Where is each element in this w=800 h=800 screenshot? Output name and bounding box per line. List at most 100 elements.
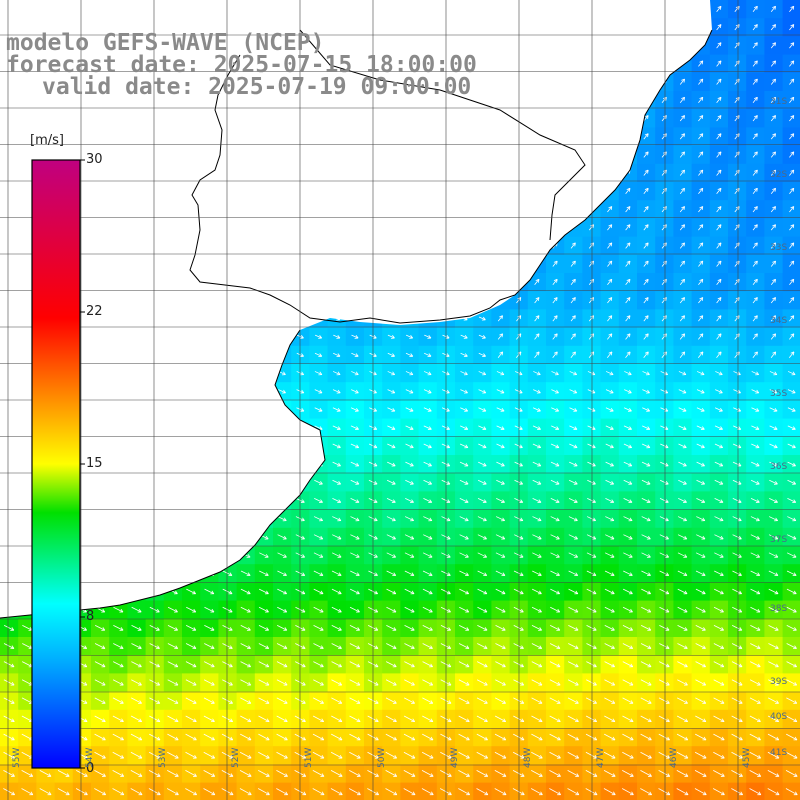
wind-cell: [600, 273, 620, 292]
wind-cell: [564, 254, 583, 274]
wind-cell: [0, 782, 19, 800]
wind-cell: [618, 782, 638, 800]
wind-cell: [782, 455, 800, 474]
wind-cell: [764, 273, 784, 292]
wind-cell: [637, 327, 656, 347]
wind-cell: [691, 182, 711, 201]
wind-cell: [182, 782, 201, 800]
wind-cell: [637, 200, 656, 219]
wind-cell: [764, 72, 784, 92]
wind-cell: [764, 91, 784, 110]
wind-cell: [691, 127, 711, 147]
wind-cell: [746, 36, 765, 56]
wind-cell: [618, 182, 638, 201]
wind-cell: [655, 218, 674, 238]
wind-cell: [618, 291, 638, 310]
wind-cell: [673, 109, 693, 128]
wind-cell: [655, 163, 674, 183]
wind-cell: [491, 309, 511, 329]
lat-label: 35S: [770, 389, 788, 399]
wind-cell: [746, 309, 765, 329]
wind-cell: [637, 291, 656, 310]
lat-label: 36S: [770, 462, 788, 472]
lon-label: 46W: [669, 747, 679, 768]
wind-cell: [764, 109, 784, 128]
wind-cell: [127, 782, 147, 800]
wind-cell: [728, 163, 747, 183]
wind-cell: [709, 91, 729, 110]
lat-label: 39S: [770, 677, 788, 687]
wind-cell: [728, 309, 747, 329]
wind-cell: [637, 218, 656, 238]
lon-label: 51W: [304, 747, 314, 768]
wind-cell: [527, 782, 547, 800]
lat-label: 34S: [770, 316, 788, 326]
wind-cell: [709, 345, 729, 365]
wind-cell: [291, 782, 310, 800]
wind-cell: [782, 618, 800, 638]
wind-cell: [673, 127, 693, 147]
wind-cell: [637, 309, 656, 329]
wind-cell: [782, 728, 800, 747]
wind-cell: [782, 436, 800, 456]
wind-cell: [618, 200, 638, 219]
wind-cell: [546, 345, 565, 365]
wind-cell: [564, 236, 583, 256]
wind-cell: [728, 254, 747, 274]
wind-cell: [527, 327, 547, 347]
wind-cell: [527, 309, 547, 329]
wind-cell: [655, 345, 674, 365]
lon-label: 47W: [596, 747, 606, 768]
wind-cell: [655, 291, 674, 310]
wind-cell: [746, 72, 765, 92]
wind-cell: [109, 782, 128, 800]
lat-label: 31S: [770, 97, 788, 107]
wind-cell: [764, 782, 784, 800]
wind-cell: [546, 254, 565, 274]
wind-cell: [728, 127, 747, 147]
wind-cell: [637, 273, 656, 292]
wind-cell: [709, 236, 729, 256]
wind-cell: [746, 163, 765, 183]
wind-cell: [709, 291, 729, 310]
wind-cell: [637, 345, 656, 365]
wind-cell: [746, 273, 765, 292]
wind-cell: [764, 127, 784, 147]
wind-cell: [637, 254, 656, 274]
wind-cell: [746, 200, 765, 219]
wind-cell: [418, 782, 438, 800]
wind-cell: [655, 145, 674, 165]
wind-cell: [782, 382, 800, 401]
wind-cell: [673, 91, 693, 110]
wind-cell: [746, 127, 765, 147]
wind-cell: [746, 291, 765, 310]
wind-cell: [764, 309, 784, 329]
wind-cell: [728, 327, 747, 347]
wind-cell: [691, 309, 711, 329]
wind-cell: [746, 91, 765, 110]
wind-cell: [600, 782, 620, 800]
wind-cell: [764, 327, 784, 347]
lon-label: 55W: [12, 747, 22, 768]
wind-cell: [746, 109, 765, 128]
wind-cell: [728, 145, 747, 165]
wind-cell: [600, 218, 620, 238]
lon-label: 50W: [377, 747, 387, 768]
wind-cell: [546, 327, 565, 347]
wind-cell: [618, 273, 638, 292]
wind-cell: [746, 182, 765, 201]
wind-cell: [728, 345, 747, 365]
wind-cell: [254, 782, 274, 800]
wind-cell: [491, 782, 511, 800]
wind-cell: [546, 273, 565, 292]
wind-cell: [746, 54, 765, 74]
wind-cell: [746, 218, 765, 238]
wind-cell: [691, 254, 711, 274]
wind-cell: [618, 218, 638, 238]
wind-cell: [600, 236, 620, 256]
wind-cell: [709, 0, 729, 19]
colorbar-tick-8: 8: [86, 609, 95, 624]
colorbar-gradient: [31, 159, 81, 769]
wind-cell: [382, 782, 401, 800]
